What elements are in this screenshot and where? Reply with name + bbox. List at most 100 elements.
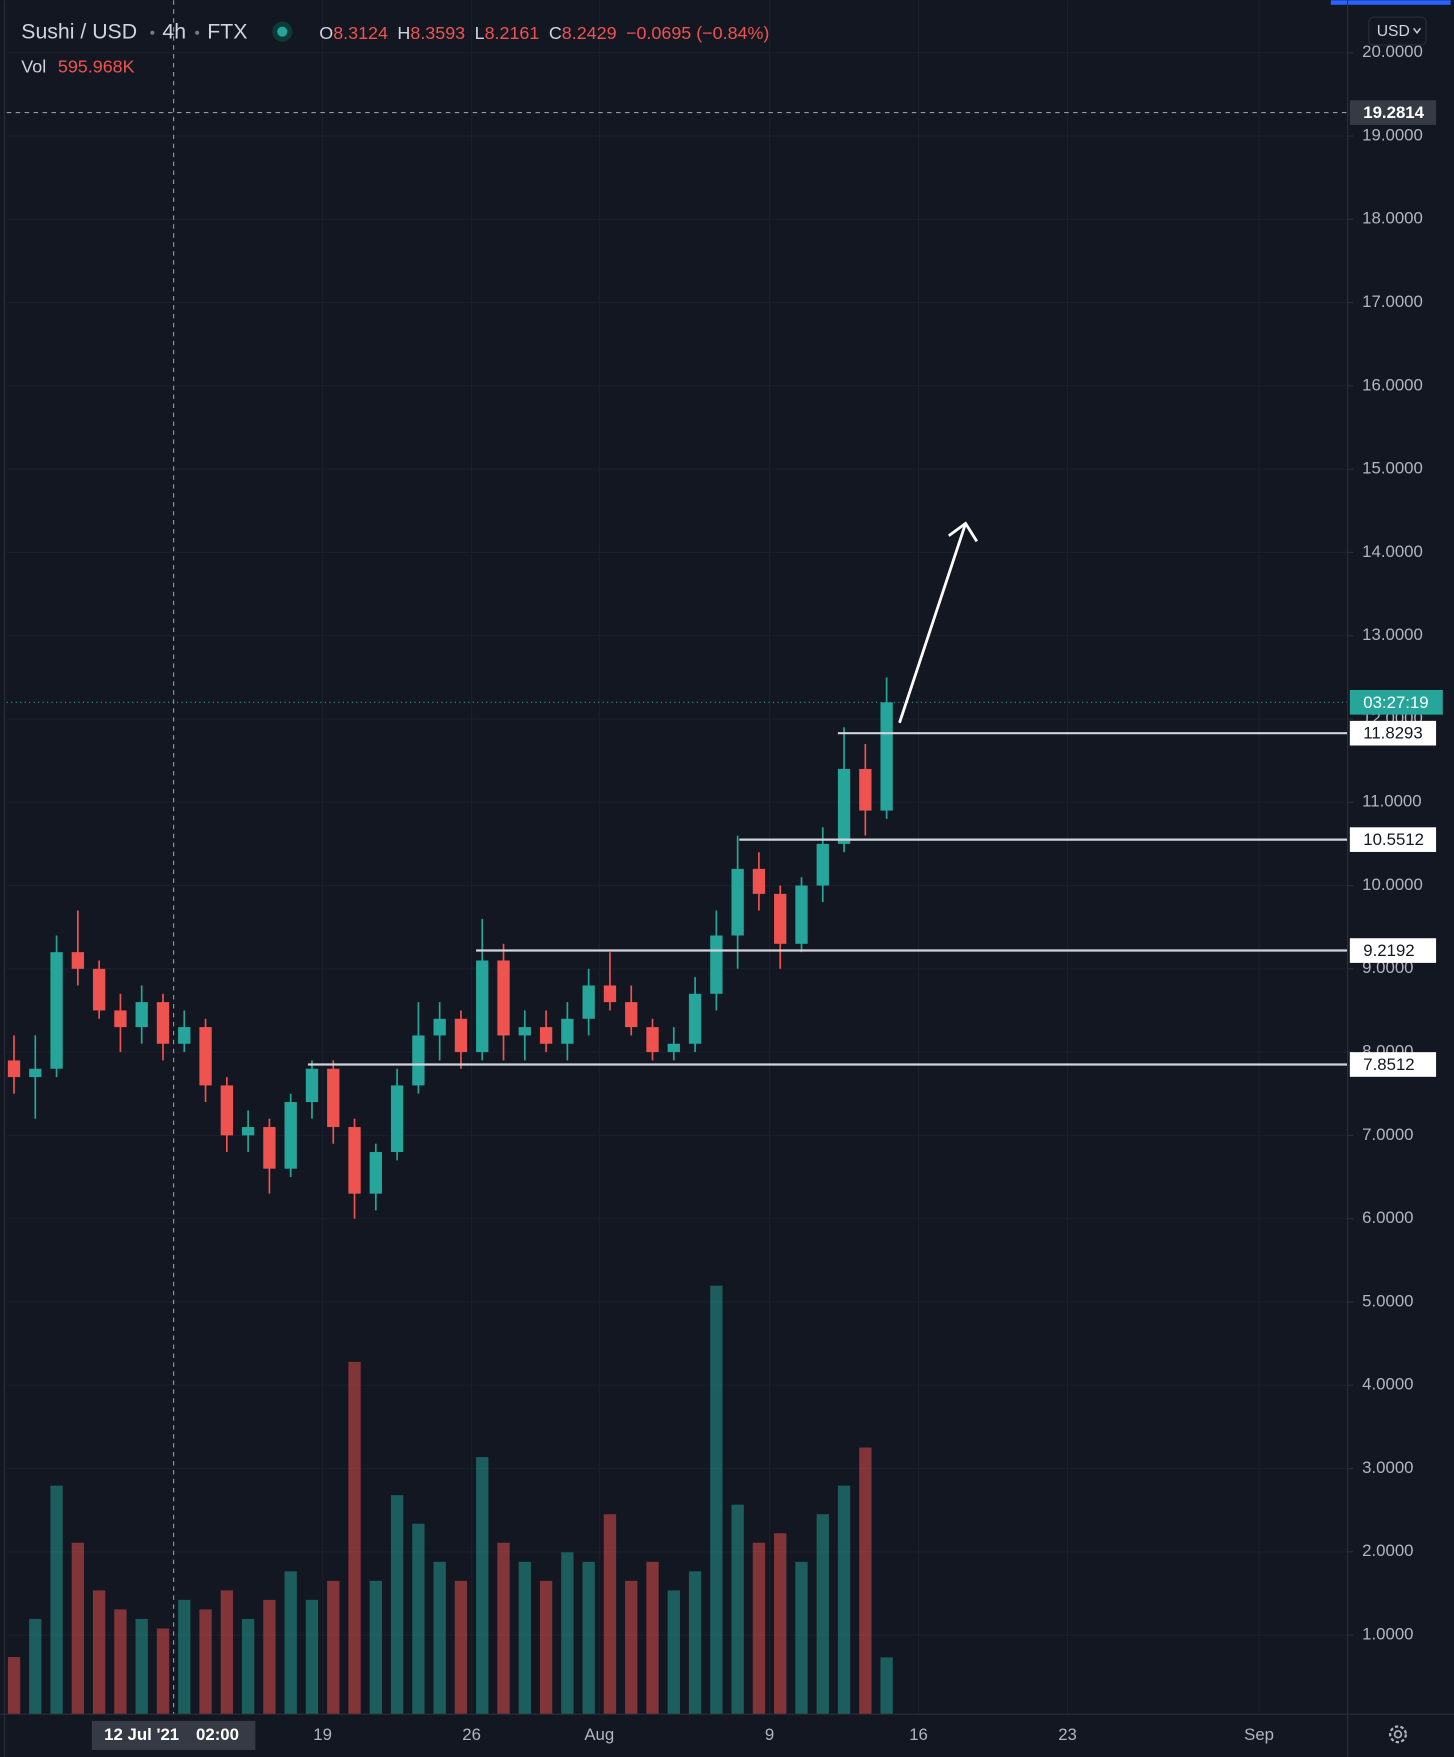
crosshair-date: 12 Jul '21 [104, 1725, 179, 1744]
high-label: H [397, 23, 410, 43]
countdown: 03:27:19 [1363, 693, 1428, 712]
volume-bar [816, 1514, 829, 1715]
y-tick-label: 13.0000 [1362, 625, 1423, 644]
y-tick-label: 6.0000 [1362, 1208, 1413, 1227]
x-tick-label: 23 [1058, 1725, 1077, 1744]
crosshair-time: 02:00 [196, 1725, 239, 1744]
interval: 4h [162, 19, 186, 43]
volume-bar [752, 1542, 766, 1715]
level-label-box [1349, 827, 1437, 852]
countdown-box [1349, 689, 1443, 715]
y-tick-label: 3.0000 [1362, 1458, 1413, 1477]
volume-bar [29, 1618, 42, 1715]
volume-bar [114, 1609, 127, 1715]
candle-body [667, 1043, 680, 1053]
candle-body [71, 952, 85, 969]
candle-body [561, 1018, 574, 1044]
candle-body [646, 1027, 659, 1053]
volume-bar [837, 1485, 851, 1715]
y-tick-label: 5.0000 [1362, 1291, 1413, 1310]
y-tick-label: 19.0000 [1362, 125, 1423, 144]
candle-body [263, 1127, 276, 1169]
volume-bar [7, 1657, 21, 1715]
x-tick-label: 16 [909, 1725, 928, 1744]
currency-button[interactable] [1368, 16, 1427, 46]
candle-body [199, 1027, 212, 1086]
candle-layer [7, 677, 893, 1219]
candle-body [412, 1035, 425, 1086]
volume-bar [582, 1561, 595, 1715]
volume-bar [241, 1618, 255, 1715]
candle-body [156, 1002, 170, 1044]
volume-bar [539, 1580, 553, 1715]
separator [150, 30, 155, 35]
volume-bar [646, 1561, 659, 1715]
volume-layer [7, 1285, 893, 1715]
crosshair-time-box [91, 1720, 256, 1751]
candle-body [688, 993, 702, 1044]
volume-bar [348, 1361, 361, 1715]
candle-body [837, 768, 851, 844]
volume-bar [795, 1561, 808, 1715]
market-status-dot [277, 26, 288, 37]
y-tick-label: 18.0000 [1362, 209, 1423, 228]
y-tick-label: 16.0000 [1362, 375, 1423, 394]
volume-bar [859, 1447, 872, 1715]
volume-bar [454, 1580, 468, 1715]
settings-gear-center [1393, 1730, 1403, 1739]
candle-body [454, 1018, 468, 1053]
axis-layer: 1.0000 2.0000 3.0000 4.0000 5.0000 6.0000 7.00… [91, 42, 1443, 1751]
y-tick-label: 14.0000 [1362, 542, 1423, 561]
volume-bar [135, 1618, 148, 1715]
volume-legend: Vol 595.968K [21, 56, 134, 76]
ohlc: O8.3124 H8.3593 L8.2161 C8.2429 −0.0695 … [319, 23, 769, 43]
level-label: 9.2192 [1363, 941, 1414, 960]
settings-gear[interactable] [1389, 1725, 1407, 1744]
y-tick-label: 1.0000 [1362, 1624, 1413, 1643]
volume-bar [412, 1523, 425, 1715]
volume-bar [50, 1485, 63, 1715]
volume-bar [390, 1495, 404, 1715]
volume-bar [518, 1561, 531, 1715]
candle-body [497, 960, 510, 1036]
y-tick-label: 11.0000 [1362, 792, 1421, 811]
volume-value: 595.968K [58, 56, 135, 76]
candle-body [731, 868, 744, 936]
candle-body [774, 893, 787, 944]
volume-bar [880, 1657, 893, 1715]
separator [195, 30, 200, 35]
volume-bar [774, 1533, 787, 1715]
candle-body [305, 1068, 319, 1103]
candle-body [135, 1002, 148, 1028]
x-tick-label: Sep [1244, 1725, 1274, 1744]
volume-bar [156, 1628, 170, 1715]
candle-body [7, 1060, 21, 1078]
y-tick-label: 10.0000 [1362, 875, 1423, 894]
candle-body [369, 1152, 382, 1194]
x-tick-label: Aug [584, 1725, 614, 1744]
candle-body [241, 1127, 255, 1136]
y-tick-label: 2.0000 [1362, 1541, 1413, 1560]
candle-body [92, 968, 106, 1011]
arrow-drawing[interactable] [898, 522, 967, 724]
volume-bar [327, 1580, 340, 1715]
y-tick-label: 7.0000 [1362, 1125, 1413, 1144]
candle-body [178, 1027, 191, 1044]
candle-body [433, 1018, 446, 1036]
high-value: 8.3593 [410, 23, 465, 43]
level-label: 11.8293 [1363, 724, 1422, 743]
exchange: FTX [207, 19, 247, 43]
volume-bar [667, 1590, 680, 1715]
x-tick-label: 9 [765, 1725, 774, 1744]
currency-label: USD [1377, 23, 1410, 40]
overlay-layer [6, 0, 1348, 1715]
x-tick-label: 26 [462, 1725, 481, 1744]
candle-body [710, 935, 723, 994]
y-tick-label: 9.0000 [1362, 958, 1413, 977]
currency-chevron [1413, 27, 1421, 34]
candle-body [582, 985, 595, 1019]
arrow-head [947, 521, 978, 543]
volume-bar [710, 1285, 723, 1715]
candle-body [603, 985, 617, 1003]
